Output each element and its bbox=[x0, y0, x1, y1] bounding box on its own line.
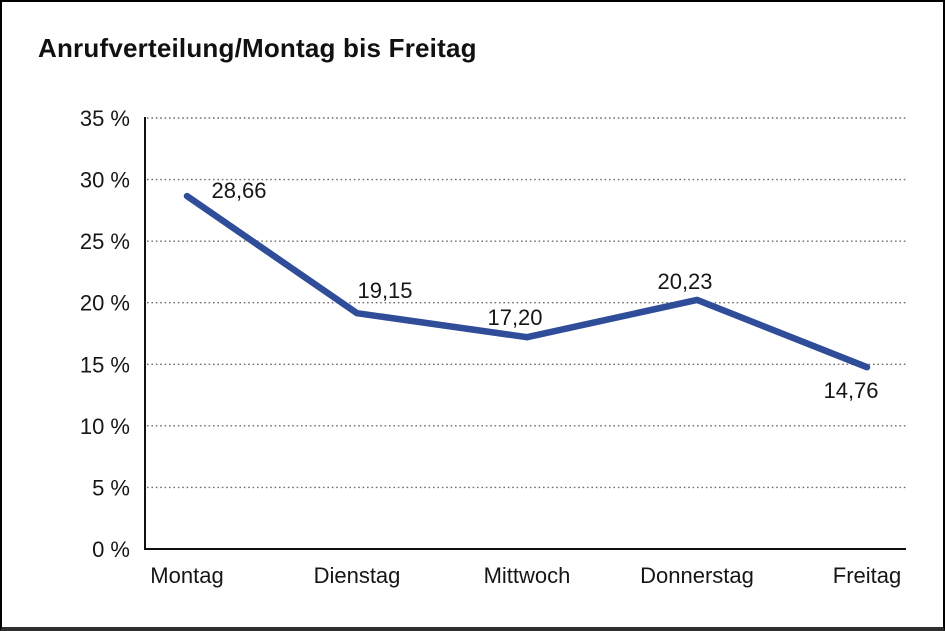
data-label: 19,15 bbox=[357, 278, 412, 303]
data-line bbox=[183, 192, 871, 371]
x-tick-label: Freitag bbox=[833, 563, 901, 588]
y-tick-label: 30 % bbox=[80, 168, 130, 193]
data-label: 17,20 bbox=[487, 305, 542, 330]
y-tick-label: 5 % bbox=[92, 475, 130, 500]
x-tick-label: Montag bbox=[150, 563, 223, 588]
data-label: 28,66 bbox=[211, 178, 266, 203]
y-tick-label: 0 % bbox=[92, 537, 130, 562]
chart-title: Anrufverteilung/Montag bis Freitag bbox=[38, 33, 477, 63]
y-tick-label: 25 % bbox=[80, 229, 130, 254]
x-tick-label: Dienstag bbox=[314, 563, 401, 588]
y-tick-label: 20 % bbox=[80, 291, 130, 316]
x-tick-label: Mittwoch bbox=[484, 563, 571, 588]
y-tick-label: 15 % bbox=[80, 352, 130, 377]
y-tick-label: 10 % bbox=[80, 414, 130, 439]
data-label: 14,76 bbox=[823, 378, 878, 403]
x-tick-label: Donnerstag bbox=[640, 563, 754, 588]
y-tick-label: 35 % bbox=[80, 106, 130, 131]
data-label: 20,23 bbox=[657, 269, 712, 294]
